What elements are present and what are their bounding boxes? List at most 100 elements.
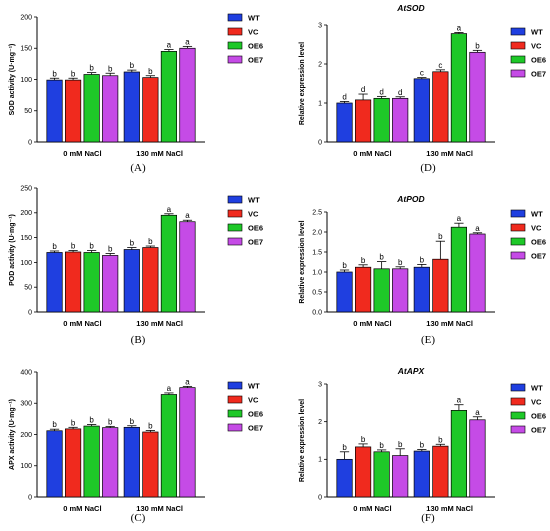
- bar-vc: [355, 266, 372, 313]
- y-tick-label: 2.5: [312, 209, 322, 216]
- significance-letter: b: [52, 420, 57, 429]
- y-tick-label: 2.0: [312, 229, 322, 236]
- y-axis-label: Relative expression level: [299, 220, 306, 303]
- y-tick-label: 0: [318, 494, 322, 501]
- bar-oe7: [179, 47, 196, 143]
- chart-title: AtSOD: [396, 3, 424, 13]
- legend-swatch-oe6: [227, 409, 243, 418]
- y-tick-label: 300: [20, 401, 32, 408]
- legend-swatch-oe6: [227, 41, 243, 50]
- bar-wt: [123, 426, 140, 498]
- y-tick-label: 2: [318, 61, 322, 68]
- panel-label: (D): [420, 162, 436, 174]
- bar-oe7: [392, 268, 409, 313]
- y-tick-label: 150: [20, 46, 32, 53]
- bar-oe6: [160, 214, 177, 313]
- legend-label: OE6: [531, 412, 546, 421]
- bar-vc: [142, 247, 159, 313]
- significance-letter: b: [108, 244, 113, 253]
- significance-letter: b: [342, 261, 347, 270]
- y-tick-label: 1.0: [312, 269, 322, 276]
- bar-wt: [46, 252, 63, 313]
- significance-letter: b: [148, 237, 153, 246]
- y-tick-label: 100: [20, 463, 32, 470]
- significance-letter: b: [71, 69, 76, 78]
- legend-label: OE6: [531, 56, 546, 65]
- bar-wt: [123, 249, 140, 313]
- significance-letter: b: [108, 64, 113, 73]
- significance-letter: a: [167, 384, 172, 393]
- y-tick-label: 200: [20, 210, 32, 217]
- panel-c: 0 100 200 300 400 APX activity (U·mg⁻¹) b b b b 0 …: [9, 369, 263, 524]
- legend-swatch-wt: [227, 195, 243, 204]
- bar-oe7: [102, 75, 119, 143]
- panel-e: AtPOD 0.0 0.5 1.0 1.5 2.0 2.5 Relative expressi…: [299, 194, 546, 346]
- bar-wt: [46, 430, 63, 498]
- panel-a: 0 50 100 150 200 SOD activity (U·mg⁻¹) b b b b 0 m…: [9, 14, 263, 175]
- y-tick-label: 0: [28, 309, 32, 316]
- legend-label: VC: [531, 42, 542, 51]
- legend-label: OE7: [248, 424, 263, 433]
- significance-letter: b: [438, 232, 443, 241]
- bar-oe7: [179, 387, 196, 498]
- significance-letter: b: [89, 416, 94, 425]
- significance-letter: b: [379, 253, 384, 262]
- bar-vc: [65, 251, 82, 313]
- y-tick-label: 200: [20, 432, 32, 439]
- bar-wt: [336, 271, 353, 313]
- legend-label: VC: [248, 396, 259, 405]
- legend-label: VC: [248, 210, 259, 219]
- significance-letter: b: [420, 255, 425, 264]
- significance-letter: b: [342, 443, 347, 452]
- y-tick-label: 50: [24, 108, 32, 115]
- y-tick-label: 1: [318, 457, 322, 464]
- bar-oe7: [102, 255, 119, 313]
- significance-letter: a: [457, 396, 462, 405]
- significance-letter: d: [398, 88, 402, 97]
- bar-wt: [413, 450, 430, 498]
- legend-swatch-oe7: [510, 251, 526, 260]
- bar-oe6: [160, 51, 177, 143]
- bar-oe6: [373, 97, 390, 143]
- bar-oe6: [83, 425, 100, 498]
- legend-swatch-vc: [510, 223, 526, 232]
- legend-label: OE7: [531, 426, 546, 435]
- significance-letter: a: [185, 211, 190, 220]
- bar-oe6: [83, 252, 100, 313]
- legend-swatch-oe6: [510, 411, 526, 420]
- bar-wt: [413, 266, 430, 313]
- category-label: 130 mM NaCl: [426, 504, 473, 513]
- category-label: 130 mM NaCl: [426, 149, 473, 158]
- chart-title: AtAPX: [397, 366, 426, 376]
- bar-wt: [123, 71, 140, 143]
- panel-d: AtSOD 0 1 2 3 Relative expression level d d d d 0 …: [299, 3, 546, 174]
- y-tick-label: 1: [318, 100, 322, 107]
- bar-oe7: [102, 427, 119, 498]
- y-tick-label: 150: [20, 235, 32, 242]
- legend-swatch-oe6: [510, 237, 526, 246]
- significance-letter: a: [475, 224, 480, 233]
- category-label: 130 mM NaCl: [136, 504, 183, 513]
- bar-vc: [432, 258, 449, 313]
- panel-label: (F): [421, 512, 435, 524]
- significance-letter: b: [71, 418, 76, 427]
- chart-title: AtPOD: [396, 194, 424, 204]
- significance-letter: b: [108, 417, 113, 426]
- category-label: 130 mM NaCl: [136, 149, 183, 158]
- bar-wt: [336, 458, 353, 498]
- significance-letter: b: [89, 64, 94, 73]
- significance-letter: b: [361, 256, 366, 265]
- legend-swatch-wt: [510, 209, 526, 218]
- y-tick-label: 0.5: [312, 289, 322, 296]
- bar-oe6: [83, 74, 100, 143]
- significance-letter: b: [475, 41, 480, 50]
- legend-swatch-wt: [227, 381, 243, 390]
- significance-letter: b: [130, 239, 135, 248]
- significance-letter: b: [361, 435, 366, 444]
- y-tick-label: 0.0: [312, 309, 322, 316]
- legend-label: OE7: [531, 70, 546, 79]
- panel-label: (A): [130, 162, 146, 174]
- significance-letter: b: [130, 61, 135, 70]
- bar-oe7: [179, 221, 196, 313]
- y-tick-label: 0: [28, 494, 32, 501]
